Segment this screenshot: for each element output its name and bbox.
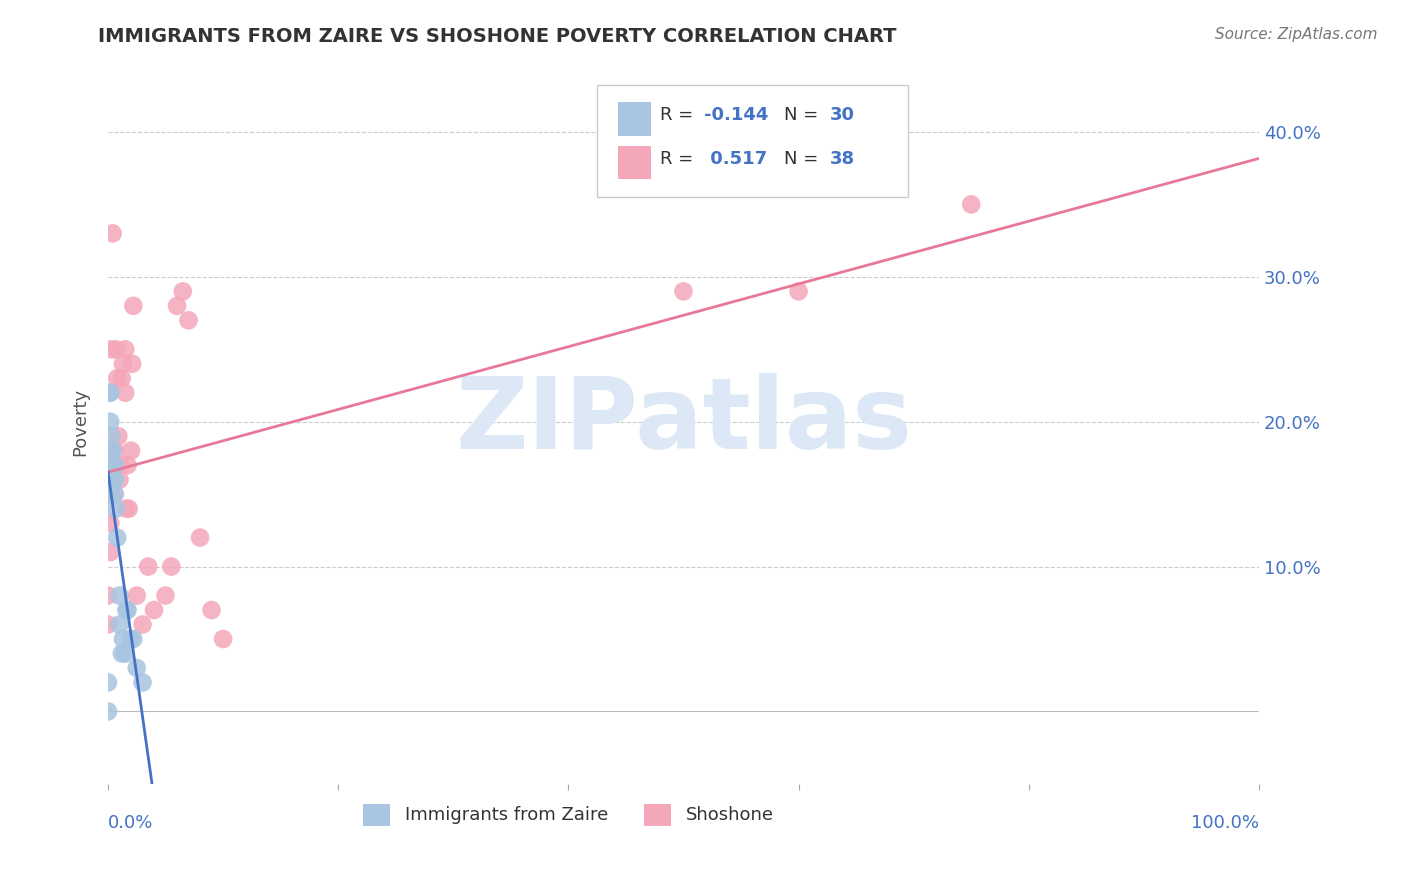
Point (104, 487, 127, 501)
Point (672, 285, 695, 299)
Text: N =: N = (783, 106, 824, 124)
Point (131, 675, 153, 690)
Point (108, 473, 131, 487)
Y-axis label: Poverty: Poverty (72, 388, 89, 456)
Point (787, 285, 810, 299)
Point (97, 617, 120, 632)
Point (172, 285, 194, 299)
Point (104, 473, 127, 487)
Point (98, 385, 121, 400)
Point (121, 357, 143, 371)
Text: 0.0%: 0.0% (108, 814, 153, 832)
Text: IMMIGRANTS FROM ZAIRE VS SHOSHONE POVERTY CORRELATION CHART: IMMIGRANTS FROM ZAIRE VS SHOSHONE POVERT… (98, 27, 897, 45)
Point (107, 429, 129, 443)
Point (131, 617, 153, 632)
Point (103, 473, 125, 487)
Point (105, 531, 128, 545)
Text: 100.0%: 100.0% (1191, 814, 1258, 832)
Point (97, 675, 120, 690)
Point (98, 545, 121, 559)
Point (101, 458, 124, 472)
Point (98, 385, 121, 400)
Point (212, 632, 235, 646)
Point (98, 443, 121, 458)
Point (111, 632, 134, 646)
FancyBboxPatch shape (617, 103, 651, 136)
Text: 30: 30 (830, 106, 855, 124)
Point (120, 632, 142, 646)
Point (111, 647, 134, 661)
Point (120, 443, 142, 458)
Point (125, 661, 148, 675)
Point (166, 299, 188, 313)
Legend: Immigrants from Zaire, Shoshone: Immigrants from Zaire, Shoshone (356, 797, 780, 833)
Point (960, 197, 983, 211)
Text: Source: ZipAtlas.com: Source: ZipAtlas.com (1215, 27, 1378, 42)
Text: 0.517: 0.517 (704, 150, 768, 168)
Point (111, 357, 134, 371)
Point (98, 516, 121, 530)
Point (104, 443, 127, 458)
FancyBboxPatch shape (617, 145, 651, 179)
Point (200, 603, 222, 617)
Point (115, 501, 138, 516)
FancyBboxPatch shape (598, 85, 908, 197)
Point (98, 415, 121, 429)
Point (117, 603, 139, 617)
Point (155, 589, 177, 603)
Point (114, 385, 136, 400)
Point (117, 458, 139, 472)
Point (177, 313, 200, 327)
Point (118, 501, 141, 516)
Text: -0.144: -0.144 (704, 106, 769, 124)
Point (100, 458, 122, 472)
Point (108, 617, 131, 632)
Point (125, 589, 148, 603)
Point (98, 487, 121, 501)
Point (188, 531, 211, 545)
Point (105, 371, 128, 385)
Point (101, 443, 124, 458)
Text: N =: N = (783, 150, 824, 168)
Point (101, 227, 124, 241)
Point (110, 458, 132, 472)
Point (160, 559, 183, 574)
Text: 38: 38 (830, 150, 855, 168)
Point (100, 429, 122, 443)
Point (114, 343, 136, 357)
Point (108, 589, 131, 603)
Text: ZIPatlas: ZIPatlas (456, 373, 912, 470)
Point (105, 343, 128, 357)
Point (103, 487, 125, 501)
Point (97, 705, 120, 719)
Point (122, 299, 145, 313)
Point (105, 501, 128, 516)
Point (97, 589, 120, 603)
Text: R =: R = (661, 106, 699, 124)
Point (122, 632, 145, 646)
Point (136, 559, 159, 574)
Point (143, 603, 166, 617)
Point (115, 603, 138, 617)
Point (114, 647, 136, 661)
Point (104, 458, 127, 472)
Point (100, 343, 122, 357)
Text: R =: R = (661, 150, 699, 168)
Point (103, 458, 125, 472)
Point (111, 371, 134, 385)
Point (100, 443, 122, 458)
